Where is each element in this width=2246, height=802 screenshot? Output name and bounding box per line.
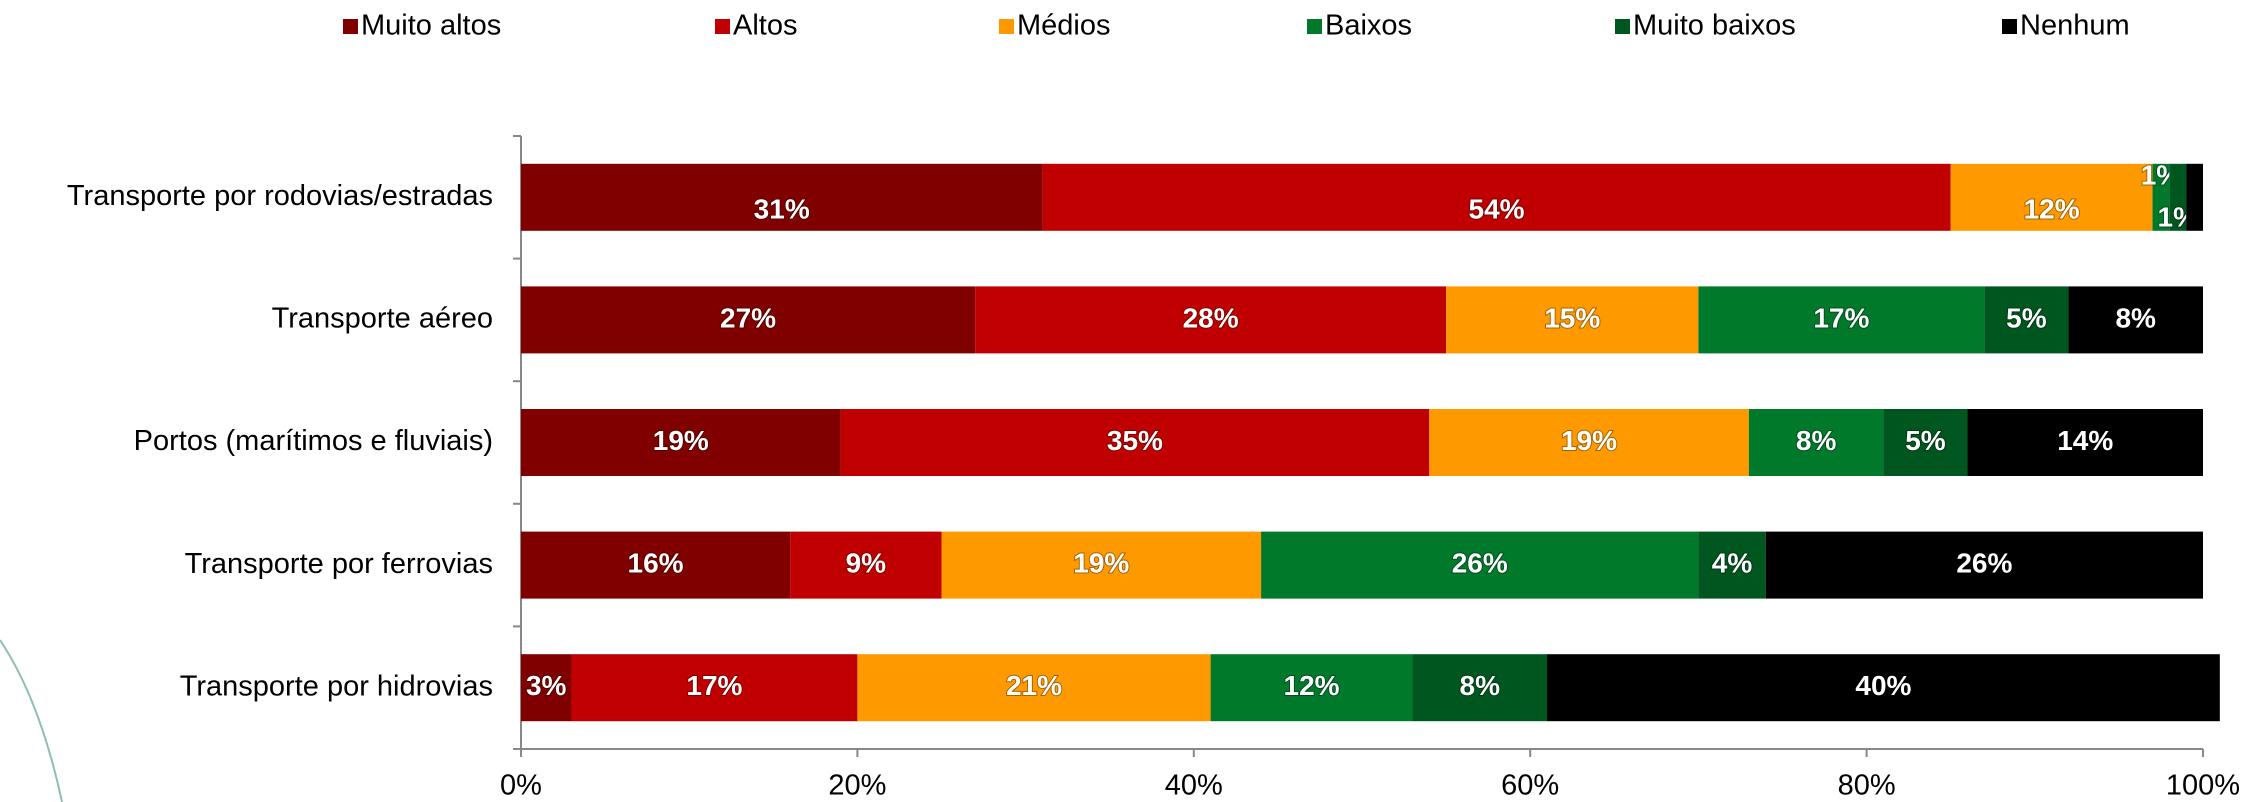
bar-segment [1429,409,1749,476]
value-label: 9% [846,547,887,578]
bar-segment [1446,286,1699,354]
value-label: 16% [628,547,684,578]
value-label: 12% [1284,670,1340,701]
category-label: Transporte por ferrovias [185,548,493,580]
legend-swatch [1615,19,1630,34]
legend-swatch [343,19,358,34]
category-label: Transporte por rodovias/estradas [67,180,493,212]
value-label: 19% [653,425,709,456]
bar-segment [975,286,1447,354]
bar-segment [521,286,976,354]
legend-swatch [999,19,1014,34]
x-tick-label: 60% [1501,770,1559,802]
value-label: 17% [1813,302,1869,333]
bar-segment [941,531,1262,599]
value-label: 4% [1712,547,1753,578]
bar-segment [1261,531,1699,599]
value-label: 54% [1469,194,1525,225]
value-label: 8% [2115,302,2156,333]
bar-segment [1412,654,1548,722]
bar-segment [790,531,942,599]
value-label: 19% [1561,425,1617,456]
bar-segment [2169,163,2187,231]
legend-swatch [715,19,730,34]
legend-label: Médios [1017,10,1111,42]
bar-segment [1698,531,1766,599]
value-label: 17% [686,670,742,701]
x-tick-label: 40% [1165,770,1223,802]
value-label: 26% [1452,547,1508,578]
bar-segment [521,409,841,476]
bar-segment [1883,409,1968,476]
value-label: 8% [1796,425,1837,456]
legend-swatch [2002,19,2017,34]
legend-label: Muito altos [361,10,501,42]
legend-label: Altos [733,10,797,42]
value-label: 40% [1855,670,1911,701]
x-tick-label: 100% [2166,770,2240,802]
bar-segment [2068,286,2203,354]
bar-segment [2152,163,2170,231]
value-label: 28% [1183,302,1239,333]
bar-segment [571,654,858,722]
bar-segment [1698,286,1985,354]
legend-label: Baixos [1325,10,1412,42]
x-tick-label: 80% [1838,770,1896,802]
bar-segment [840,409,1430,476]
value-label: 21% [1006,670,1062,701]
bar-segment [1748,409,1884,476]
value-label: 27% [720,302,776,333]
bar-segment [857,654,1211,722]
value-label: 19% [1073,547,1129,578]
value-label: 5% [2006,302,2047,333]
bar-segment [1765,531,2203,599]
value-label: 35% [1107,425,1163,456]
bar-segment [521,654,572,722]
decoration [0,639,63,802]
bar-segment [1950,163,2153,231]
bar-segment [1967,409,2203,476]
value-label: 5% [1905,425,1946,456]
category-label: Transporte por hidrovias [180,670,493,702]
x-tick-label: 20% [828,770,886,802]
bar-segment [1547,654,2220,722]
category-label: Transporte aéreo [272,303,493,335]
value-label: 3% [526,670,567,701]
legend-label: Nenhum [2020,10,2130,42]
legend-swatch [1307,19,1322,34]
legend-label: Muito baixos [1633,10,1796,42]
value-label: 31% [754,194,810,225]
bar-segment [1210,654,1413,722]
bar-segment [521,531,791,599]
bar-segment [521,163,1043,231]
value-label: 14% [2057,425,2113,456]
value-label: 8% [1460,670,1501,701]
value-label: 26% [1956,547,2012,578]
x-tick-label: 0% [500,770,542,802]
bar-segment [1984,286,2069,354]
value-label: 15% [1544,302,1600,333]
value-label: 12% [2024,194,2080,225]
bar-segment [2186,163,2203,231]
bar-segment [1042,163,1951,231]
category-label: Portos (marítimos e fluviais) [134,425,493,457]
